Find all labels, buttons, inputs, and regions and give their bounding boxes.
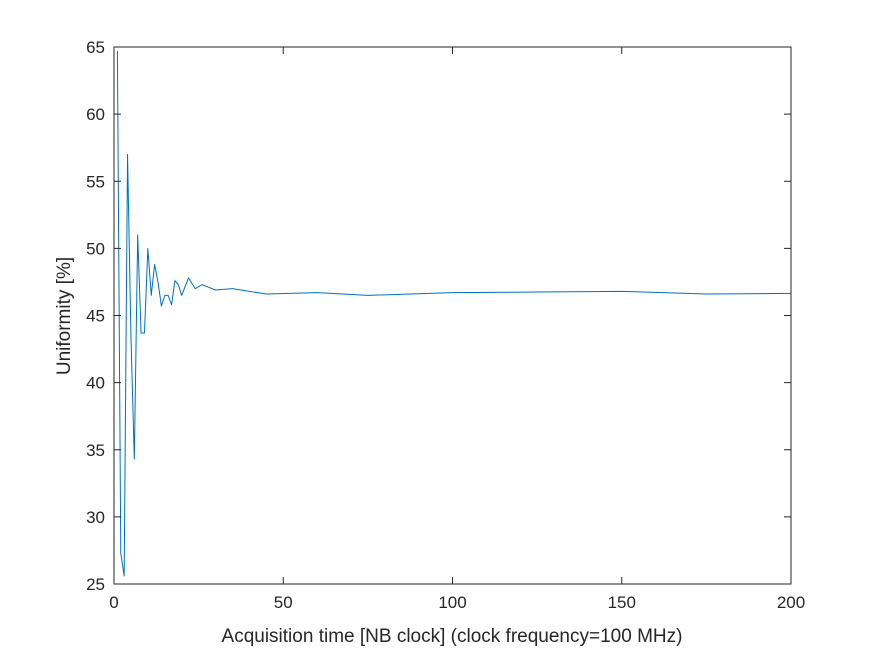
x-tick-label: 50 [274,593,293,612]
y-axis-label: Uniformity [%] [54,257,75,375]
x-axis-ticks: 0 50 100 150 200 [109,47,805,612]
y-tick-label: 35 [86,441,105,460]
y-tick-label: 30 [86,508,105,527]
y-tick-label: 45 [86,307,105,326]
y-tick-label: 25 [86,575,105,594]
series-line-0 [116,51,792,577]
x-tick-label: 200 [777,593,805,612]
x-tick-label: 150 [608,593,636,612]
x-tick-label: 100 [438,593,466,612]
y-tick-label: 60 [86,105,105,124]
y-tick-label: 65 [86,38,105,57]
y-axis-ticks: 25 30 35 40 45 50 55 60 65 [86,38,791,594]
y-tick-label: 55 [86,172,105,191]
x-tick-label: 0 [109,593,118,612]
y-tick-label: 40 [86,374,105,393]
y-tick-label: 50 [86,239,105,258]
x-axis-label: Acquisition time [NB clock] (clock frequ… [222,626,683,647]
